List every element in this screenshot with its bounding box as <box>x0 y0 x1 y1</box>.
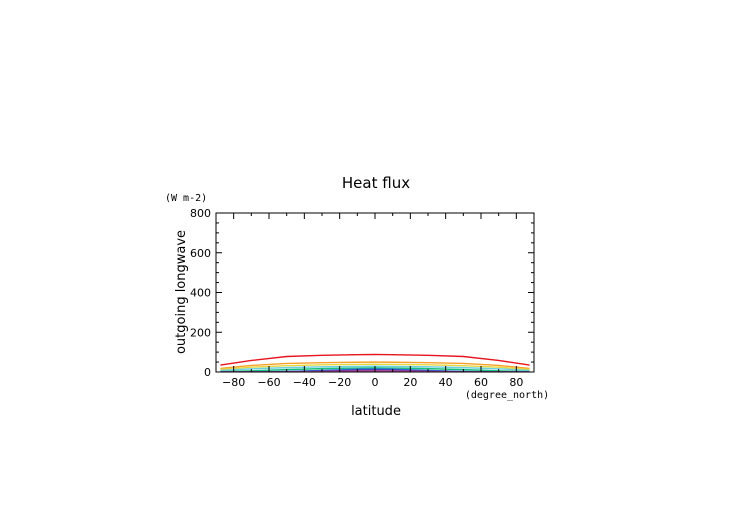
y-units-label: (W m-2) <box>165 193 207 204</box>
x-tick-label: −60 <box>257 376 280 389</box>
y-tick-label: 800 <box>190 207 211 220</box>
x-tick-label: 40 <box>439 376 453 389</box>
chart-title: Heat flux <box>342 174 410 192</box>
x-tick-label: 0 <box>372 376 379 389</box>
x-units-label: (degree_north) <box>465 390 549 401</box>
x-tick-label: −80 <box>222 376 245 389</box>
series-line-3 <box>220 363 530 371</box>
x-tick-labels: −80 −60 −40 −20 0 20 40 60 80 <box>222 376 523 389</box>
y-tick-label: 200 <box>190 326 211 339</box>
series-line-1 <box>220 353 530 366</box>
x-tick-label: −40 <box>293 376 316 389</box>
y-tick-label: 0 <box>204 366 211 379</box>
series-line-2 <box>220 361 530 370</box>
x-tick-label: 80 <box>509 376 523 389</box>
x-tick-label: 20 <box>403 376 417 389</box>
x-tick-label: 60 <box>474 376 488 389</box>
x-axis-label: latitude <box>351 404 401 419</box>
y-tick-labels: 0 200 400 600 800 <box>190 207 211 379</box>
y-tick-label: 600 <box>190 247 211 260</box>
axes-layer <box>215 212 535 373</box>
y-tick-label: 400 <box>190 287 211 300</box>
x-tick-label: −20 <box>328 376 351 389</box>
y-axis-label: outgoing longwave <box>174 230 189 354</box>
